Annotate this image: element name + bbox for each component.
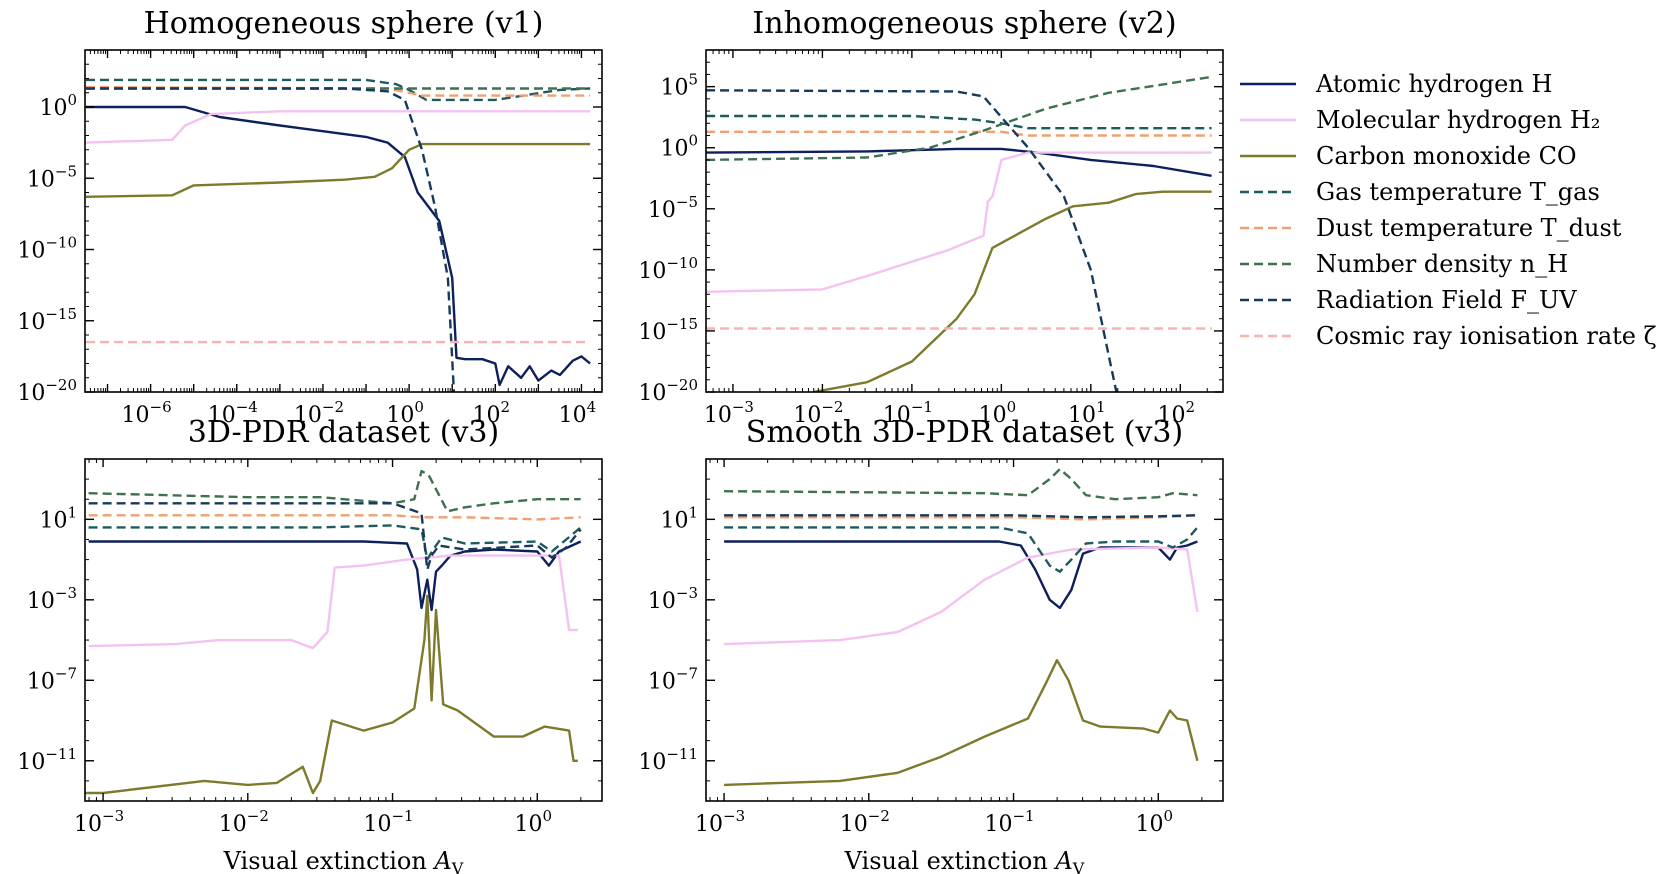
series-molecular-hydrogen-h-: [724, 546, 1199, 646]
y-tick-label: 101: [660, 503, 698, 533]
series-carbon-monoxide-co: [724, 659, 1199, 787]
panel-3: 3D-PDR dataset (v3) 10−3 10−2 10−1 100 101 10−…: [17, 415, 603, 874]
y-tick-label: 105: [660, 71, 698, 101]
y-tick-label: 10−5: [27, 162, 77, 192]
legend-item: Gas temperature T_gas: [1240, 178, 1600, 206]
y-tick-label: 10−5: [648, 193, 698, 223]
legend-label: Number density n_H: [1316, 250, 1568, 278]
series-carbon-monoxide-co: [813, 190, 1212, 392]
series-molecular-hydrogen-h-: [88, 554, 578, 650]
axes-frame: [705, 49, 1224, 393]
series-gas-temperature-t-gas: [706, 114, 1212, 130]
y-tick-label: 10−10: [17, 234, 77, 264]
panel-title: Inhomogeneous sphere (v2): [752, 6, 1176, 41]
series-atomic-hydrogen-h: [86, 105, 591, 387]
x-tick-label: 101: [1068, 398, 1106, 428]
series-carbon-monoxide-co: [85, 594, 578, 795]
y-tick-label: 100: [39, 91, 77, 121]
legend-item: Atomic hydrogen H: [1240, 70, 1552, 98]
y-tick-label: 10−7: [648, 664, 698, 694]
series-molecular-hydrogen-h-: [706, 151, 1212, 293]
legend-label: Radiation Field F_UV: [1316, 286, 1577, 314]
y-tick-label: 10−7: [27, 664, 77, 694]
x-tick-label: 10−3: [704, 398, 754, 428]
axes-frame: [84, 49, 603, 393]
series-number-density-n-h: [88, 469, 581, 513]
panel-4: Smooth 3D-PDR dataset (v3) 10−3 10−2 10−1 10…: [638, 415, 1224, 874]
series-radiation-field-f-uv: [86, 87, 456, 392]
legend-label: Dust temperature T_dust: [1316, 214, 1622, 242]
series-number-density-n-h: [724, 467, 1198, 501]
y-tick-label: 10−10: [638, 254, 698, 284]
x-tick-label: 10−2: [294, 398, 344, 428]
x-tick-label: 102: [1158, 398, 1196, 428]
panel-title: 3D-PDR dataset (v3): [188, 415, 499, 450]
legend-item: Number density n_H: [1240, 250, 1568, 278]
y-tick-label: 10−11: [17, 745, 77, 775]
y-tick-label: 100: [660, 132, 698, 162]
x-tick-label: 104: [559, 398, 597, 428]
y-tick-label: 101: [39, 503, 77, 533]
x-axis-label: Visual extinction AV: [223, 847, 464, 874]
x-axis-label: Visual extinction AV: [844, 847, 1085, 874]
series-dust-temperature-t-dust: [88, 514, 581, 521]
axes-frame: [705, 458, 1224, 802]
panel-title: Homogeneous sphere (v1): [144, 6, 544, 41]
legend-item: Carbon monoxide CO: [1240, 142, 1577, 170]
panel-title: Smooth 3D-PDR dataset (v3): [746, 415, 1183, 450]
legend-label: Gas temperature T_gas: [1316, 178, 1600, 206]
x-tick-label: 102: [473, 398, 511, 428]
legend: Atomic hydrogen H Molecular hydrogen H₂ Ca…: [1240, 70, 1657, 350]
legend-item: Radiation Field F_UV: [1240, 286, 1577, 314]
legend-item: Dust temperature T_dust: [1240, 214, 1622, 242]
legend-label: Carbon monoxide CO: [1316, 142, 1577, 170]
y-tick-label: 10−15: [638, 315, 698, 345]
series-gas-temperature-t-gas: [724, 526, 1199, 573]
series-gas-temperature-t-gas: [86, 78, 591, 102]
series-radiation-field-f-uv: [706, 89, 1118, 392]
x-tick-label: 10−2: [219, 807, 269, 837]
series-molecular-hydrogen-h-: [85, 110, 591, 144]
panel-1: Homogeneous sphere (v1) 10−6 10−4 10−2 100 10…: [17, 6, 603, 428]
x-tick-label: 10−1: [363, 807, 413, 837]
x-tick-label: 10−1: [883, 398, 933, 428]
y-tick-label: 10−20: [17, 376, 77, 406]
series-atomic-hydrogen-h: [706, 147, 1212, 177]
x-tick-label: 100: [1136, 807, 1174, 837]
y-tick-label: 10−3: [27, 584, 77, 614]
series-carbon-monoxide-co: [85, 142, 591, 198]
x-tick-label: 10−6: [122, 398, 172, 428]
x-tick-label: 10−2: [840, 807, 890, 837]
y-tick-label: 10−3: [648, 584, 698, 614]
x-tick-label: 100: [386, 398, 424, 428]
legend-item: Cosmic ray ionisation rate ζ: [1240, 322, 1657, 350]
x-tick-label: 10−3: [74, 807, 124, 837]
legend-label: Molecular hydrogen H₂: [1316, 106, 1600, 134]
series-dust-temperature-t-dust: [85, 85, 591, 97]
x-tick-label: 10−4: [208, 398, 258, 428]
y-tick-label: 10−11: [638, 745, 698, 775]
series-number-density-n-h: [706, 75, 1212, 162]
legend-item: Molecular hydrogen H₂: [1240, 106, 1600, 134]
x-tick-label: 10−1: [984, 807, 1034, 837]
panel-2: Inhomogeneous sphere (v2) 10−3 10−2 10−1 100…: [638, 6, 1224, 428]
series-dust-temperature-t-dust: [706, 130, 1212, 137]
x-tick-label: 100: [515, 807, 553, 837]
x-tick-label: 10−2: [793, 398, 843, 428]
legend-label: Cosmic ray ionisation rate ζ: [1316, 322, 1657, 350]
y-tick-label: 10−15: [17, 305, 77, 335]
x-tick-label: 10−3: [695, 807, 745, 837]
series-atomic-hydrogen-h: [88, 540, 582, 612]
y-tick-label: 10−20: [638, 376, 698, 406]
x-tick-label: 100: [979, 398, 1017, 428]
series-gas-temperature-t-gas: [88, 524, 582, 561]
series-radiation-field-f-uv: [88, 502, 582, 571]
legend-label: Atomic hydrogen H: [1315, 70, 1552, 98]
axes-frame: [84, 458, 603, 802]
